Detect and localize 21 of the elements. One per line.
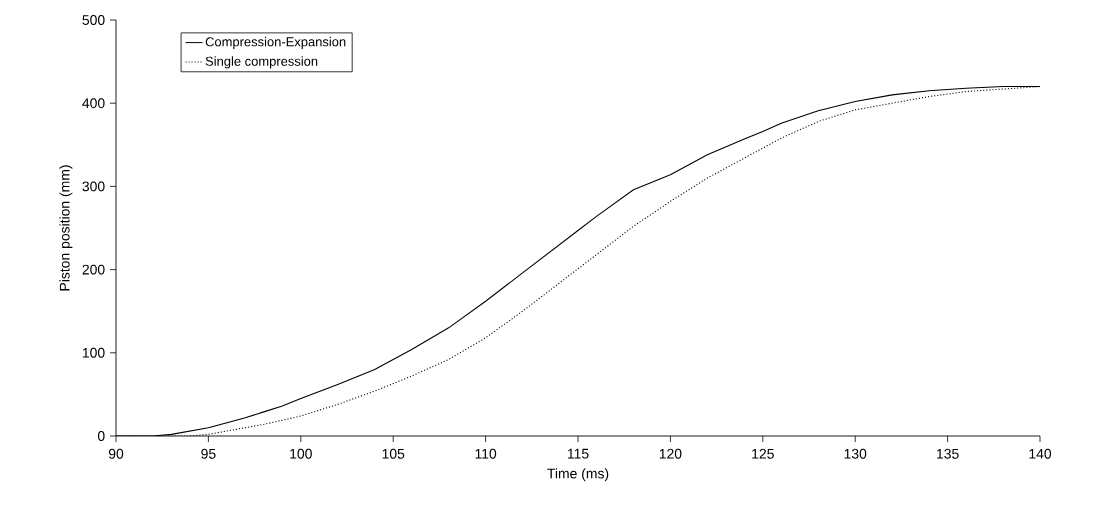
y-tick-label: 300 — [82, 181, 105, 192]
y-tick-label: 0 — [97, 431, 105, 441]
x-tick-label: 100 — [290, 448, 312, 459]
x-tick-label: 110 — [475, 448, 497, 459]
x-tick-label: 90 — [108, 448, 124, 459]
y-tick-label: 100 — [82, 347, 105, 358]
x-tick-label: 120 — [659, 448, 682, 459]
y-tick-label: 500 — [82, 15, 105, 25]
y-tick-label: 200 — [82, 264, 105, 275]
y-tick-label: 400 — [82, 98, 105, 109]
x-tick-label: 135 — [937, 448, 959, 459]
x-tick-label: 140 — [1029, 448, 1052, 459]
x-tick-label: 95 — [201, 448, 216, 459]
x-tick-label: 105 — [382, 448, 405, 459]
legend-label: Single compression — [205, 56, 318, 69]
x-tick-label: 115 — [567, 448, 589, 459]
x-axis-title: Time (ms) — [547, 468, 609, 482]
x-tick-label: 130 — [844, 448, 867, 459]
x-tick-label: 125 — [752, 448, 774, 459]
legend-label: Compression-Expansion — [205, 36, 346, 49]
y-axis-title: Piston position (mm) — [59, 165, 73, 291]
